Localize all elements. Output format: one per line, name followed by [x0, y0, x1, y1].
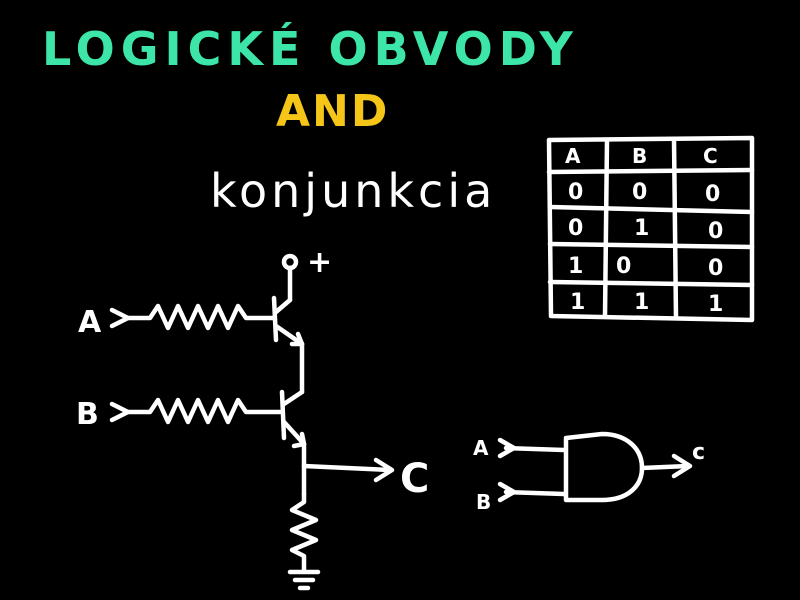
input-a-arrow-icon — [109, 307, 131, 329]
transistor-1-emitter — [273, 323, 305, 347]
gate-input-b-label: B — [476, 490, 491, 514]
gate-output-line — [639, 463, 691, 471]
resistor-b-icon — [125, 397, 283, 425]
conjunction-label: konjunkcia — [210, 164, 497, 218]
truth-table-cell: 0 — [568, 180, 583, 205]
pulldown-resistor-icon — [289, 491, 319, 573]
truth-table-outline — [546, 135, 755, 323]
truth-table-cell: 1 — [634, 290, 649, 315]
gate-input-b-line — [497, 481, 567, 503]
output-wire — [301, 463, 393, 473]
gate-output-label: c — [692, 440, 705, 465]
truth-table-row-divider — [546, 167, 755, 175]
output-arrow-icon — [373, 457, 395, 483]
ground-icon — [287, 569, 321, 591]
truth-table-row-divider — [547, 279, 755, 288]
truth-table-cell: 0 — [616, 254, 631, 279]
gate-output-arrow-icon — [671, 453, 693, 479]
gate-name-heading: AND — [276, 86, 390, 137]
truth-table-header-b: B — [632, 144, 647, 168]
truth-table-cell: 1 — [708, 292, 723, 317]
transistor-circuit: + A B C — [76, 245, 429, 591]
truth-table-cell: 0 — [568, 216, 583, 241]
truth-table-cell: 0 — [708, 219, 723, 244]
circuit-output-label: C — [400, 456, 429, 502]
gate-input-a-line — [497, 437, 567, 459]
truth-table-cell: 1 — [570, 290, 585, 315]
transistor-2-collector — [281, 389, 305, 407]
supply-label: + — [307, 245, 332, 280]
resistor-a-icon — [125, 303, 277, 331]
and-gate-symbol: A B c — [473, 431, 705, 514]
truth-table: A B C 0 0 0 0 1 0 1 0 0 1 1 1 — [546, 135, 755, 323]
truth-table-row-divider — [547, 241, 755, 250]
truth-table-cell: 0 — [705, 182, 720, 207]
truth-table-cell: 1 — [568, 254, 583, 279]
gate-input-a-label: A — [473, 436, 489, 460]
truth-table-col-divider — [671, 136, 679, 321]
truth-table-header-a: A — [565, 144, 581, 168]
truth-table-row-divider — [547, 204, 755, 215]
truth-table-cell: 0 — [632, 180, 647, 205]
truth-table-header-c: C — [703, 144, 718, 168]
circuit-input-a-label: A — [78, 305, 102, 340]
transistor-2-base-icon — [279, 389, 287, 441]
truth-table-cell: 0 — [708, 256, 723, 281]
page-title: LOGICKÉ OBVODY — [42, 22, 579, 76]
transistor-1-base-icon — [271, 295, 279, 343]
truth-table-col-divider — [602, 137, 610, 319]
transistor-1-collector — [273, 297, 293, 315]
circuit-input-b-label: B — [76, 397, 99, 432]
transistor-2-emitter — [281, 419, 307, 447]
and-gate-body-icon — [563, 431, 645, 503]
input-b-arrow-icon — [109, 401, 131, 423]
truth-table-cell: 1 — [634, 216, 649, 241]
